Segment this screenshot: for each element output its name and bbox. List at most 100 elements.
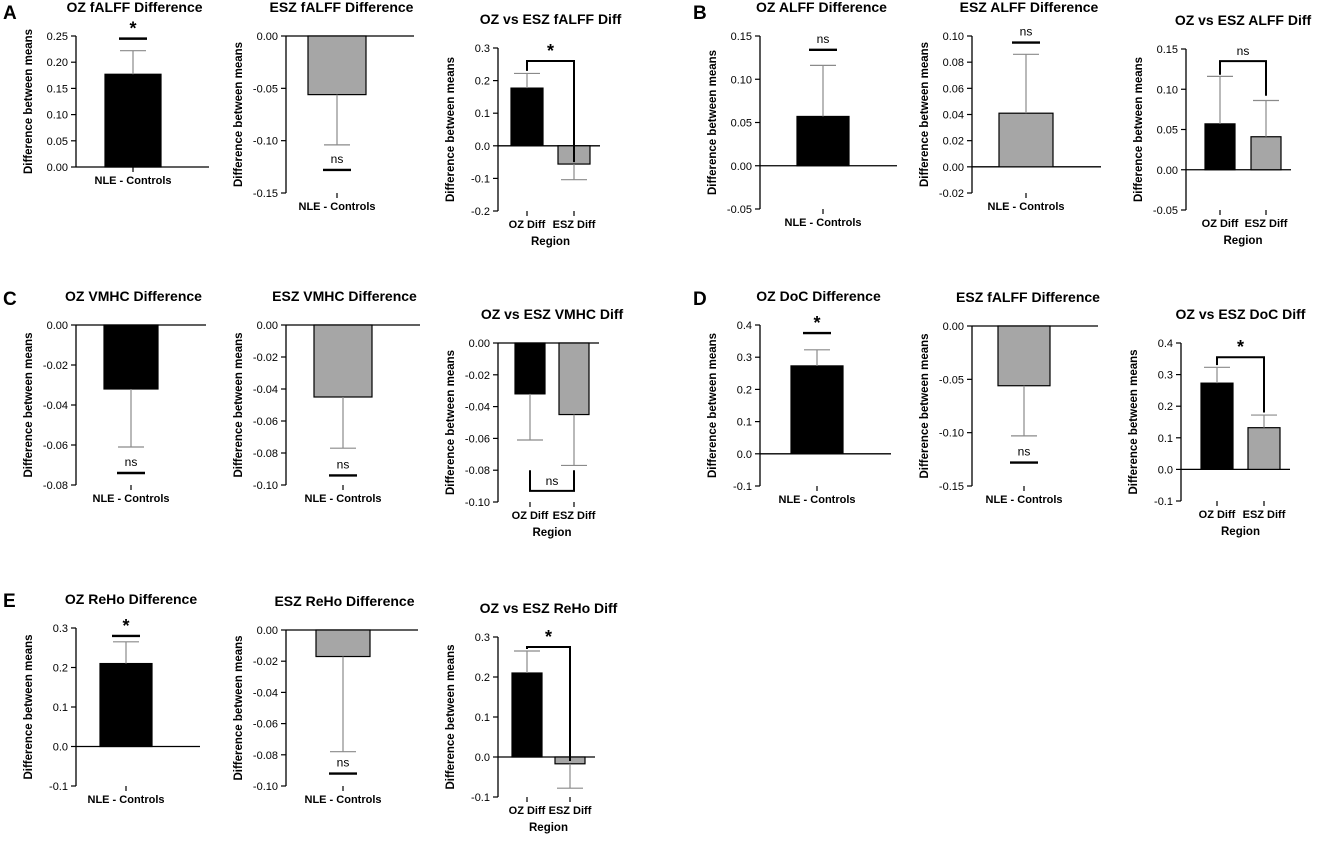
y-axis-label: Difference between means (919, 42, 931, 187)
y-tick-label: -0.02 (465, 370, 490, 382)
y-tick-label: 0.00 (1157, 165, 1178, 177)
panel-letter: C (3, 289, 17, 310)
chart-title: OZ ReHo Difference (65, 591, 197, 607)
y-tick-label: 0.02 (943, 136, 964, 148)
y-tick-label: 0.00 (47, 162, 68, 174)
bar (998, 112, 1054, 168)
y-tick-label: 0.3 (737, 352, 752, 364)
chart-8: ESZ VMHC Difference -0.10 -0.08 -0.06 -0.04 -… (233, 288, 420, 505)
y-tick-label: 0.15 (47, 83, 68, 95)
y-tick-label: 0.2 (737, 384, 752, 396)
y-tick-label: 0.20 (47, 57, 68, 69)
y-tick-label: 0.0 (475, 141, 490, 153)
chart-title: OZ DoC Difference (756, 288, 881, 304)
y-tick-label: 0.0 (737, 449, 752, 461)
y-tick-label: 0.00 (469, 338, 490, 350)
chart-title: ESZ fALFF Difference (270, 0, 414, 15)
panel-letter: B (693, 3, 707, 24)
y-tick-label: 0.05 (731, 118, 752, 130)
bar (796, 115, 850, 167)
chart-title: OZ vs ESZ VMHC Diff (481, 306, 624, 322)
significance-label: ns (1018, 445, 1031, 459)
x-tick-label: ESZ Diff (549, 805, 592, 817)
y-tick-label: 0.06 (943, 83, 964, 95)
y-axis-label: Difference between means (23, 634, 35, 779)
y-tick-label: 0.2 (1158, 401, 1173, 413)
bar (514, 342, 546, 395)
significance-label: ns (337, 457, 350, 471)
comparison-bracket (526, 646, 571, 761)
y-tick-label: -0.06 (253, 416, 278, 428)
x-tick-label: NLE - Controls (785, 217, 862, 229)
y-tick-label: 0.00 (257, 625, 278, 637)
y-tick-label: -0.04 (465, 402, 490, 414)
y-tick-label: -0.05 (1153, 205, 1178, 217)
chart-13: E OZ ReHo Difference -0.1 0.0 0.1 0.2 0.3 Diffe… (3, 591, 200, 806)
y-axis-label: Difference between means (707, 333, 719, 478)
x-tick-label: NLE - Controls (88, 794, 165, 806)
chart-5: ESZ ALFF Difference -0.02 0.00 0.02 0.04 0.06… (919, 0, 1101, 213)
y-tick-label: -0.02 (253, 352, 278, 364)
y-axis-label: Difference between means (445, 644, 457, 789)
comparison-bracket (1219, 60, 1267, 96)
y-tick-label: -0.1 (733, 481, 752, 493)
bar (1247, 427, 1281, 470)
y-tick-label: 0.3 (1158, 370, 1173, 382)
bar (1204, 123, 1236, 171)
y-tick-label: 0.1 (1158, 433, 1173, 445)
chart-10: D OZ DoC Difference -0.1 0.0 0.1 0.2 0.3 0.4 Dif… (693, 288, 891, 506)
y-tick-label: 0.10 (47, 110, 68, 122)
bar (307, 35, 367, 96)
y-tick-label: 0.05 (47, 136, 68, 148)
y-tick-label: -0.1 (471, 173, 490, 185)
x-tick-label: NLE - Controls (95, 175, 172, 187)
y-tick-label: 0.3 (475, 43, 490, 55)
chart-9: OZ vs ESZ VMHC Diff -0.10 -0.08 -0.06 -0.04 -… (445, 306, 624, 539)
y-tick-label: -0.05 (727, 204, 752, 216)
comparison-label: * (545, 627, 552, 647)
y-tick-label: 0.0 (475, 752, 490, 764)
y-tick-label: 0.00 (731, 161, 752, 173)
comparison-label: ns (546, 474, 559, 488)
y-tick-label: 0.1 (737, 417, 752, 429)
y-tick-label: -0.10 (253, 480, 278, 492)
panel-letter: E (3, 591, 16, 612)
y-tick-label: 0.04 (943, 110, 964, 122)
x-axis-label: Region (533, 527, 572, 539)
y-axis-label: Difference between means (445, 57, 457, 202)
significance-label: * (813, 313, 820, 333)
chart-7: C OZ VMHC Difference -0.08 -0.06 -0.04 -0.02 0… (3, 288, 206, 505)
x-tick-label: ESZ Diff (1245, 218, 1288, 230)
x-tick-label: OZ Diff (509, 219, 546, 231)
y-tick-label: 0.10 (943, 31, 964, 43)
y-axis-label: Difference between means (1128, 349, 1140, 494)
chart-15: OZ vs ESZ ReHo Diff -0.1 0.0 0.1 0.2 0.3 Diffe… (445, 600, 618, 834)
significance-label: ns (1020, 25, 1033, 39)
x-tick-label: ESZ Diff (553, 510, 596, 522)
y-tick-label: -0.04 (43, 400, 68, 412)
y-tick-label: 0.2 (475, 76, 490, 88)
y-tick-label: 0.0 (53, 742, 68, 754)
y-axis-label: Difference between means (233, 635, 245, 780)
y-tick-label: -0.02 (253, 656, 278, 668)
y-tick-label: -0.15 (939, 481, 964, 493)
comparison-bracket (529, 470, 575, 492)
y-tick-label: 0.15 (1157, 44, 1178, 56)
x-tick-label: NLE - Controls (986, 494, 1063, 506)
y-tick-label: 0.25 (47, 31, 68, 43)
chart-title: OZ VMHC Difference (65, 288, 202, 304)
y-tick-label: -0.08 (253, 448, 278, 460)
y-tick-label: 0.4 (1158, 338, 1173, 350)
y-tick-label: 0.3 (53, 623, 68, 635)
y-tick-label: -0.08 (465, 465, 490, 477)
y-axis-label: Difference between means (919, 333, 931, 478)
bar (790, 365, 844, 455)
x-axis-label: Region (531, 236, 570, 248)
y-tick-label: 0.00 (257, 320, 278, 332)
y-tick-label: 0.0 (1158, 464, 1173, 476)
y-tick-label: 0.1 (475, 108, 490, 120)
x-tick-label: OZ Diff (1202, 218, 1239, 230)
y-tick-label: -0.1 (1154, 496, 1173, 508)
bar (558, 342, 590, 416)
